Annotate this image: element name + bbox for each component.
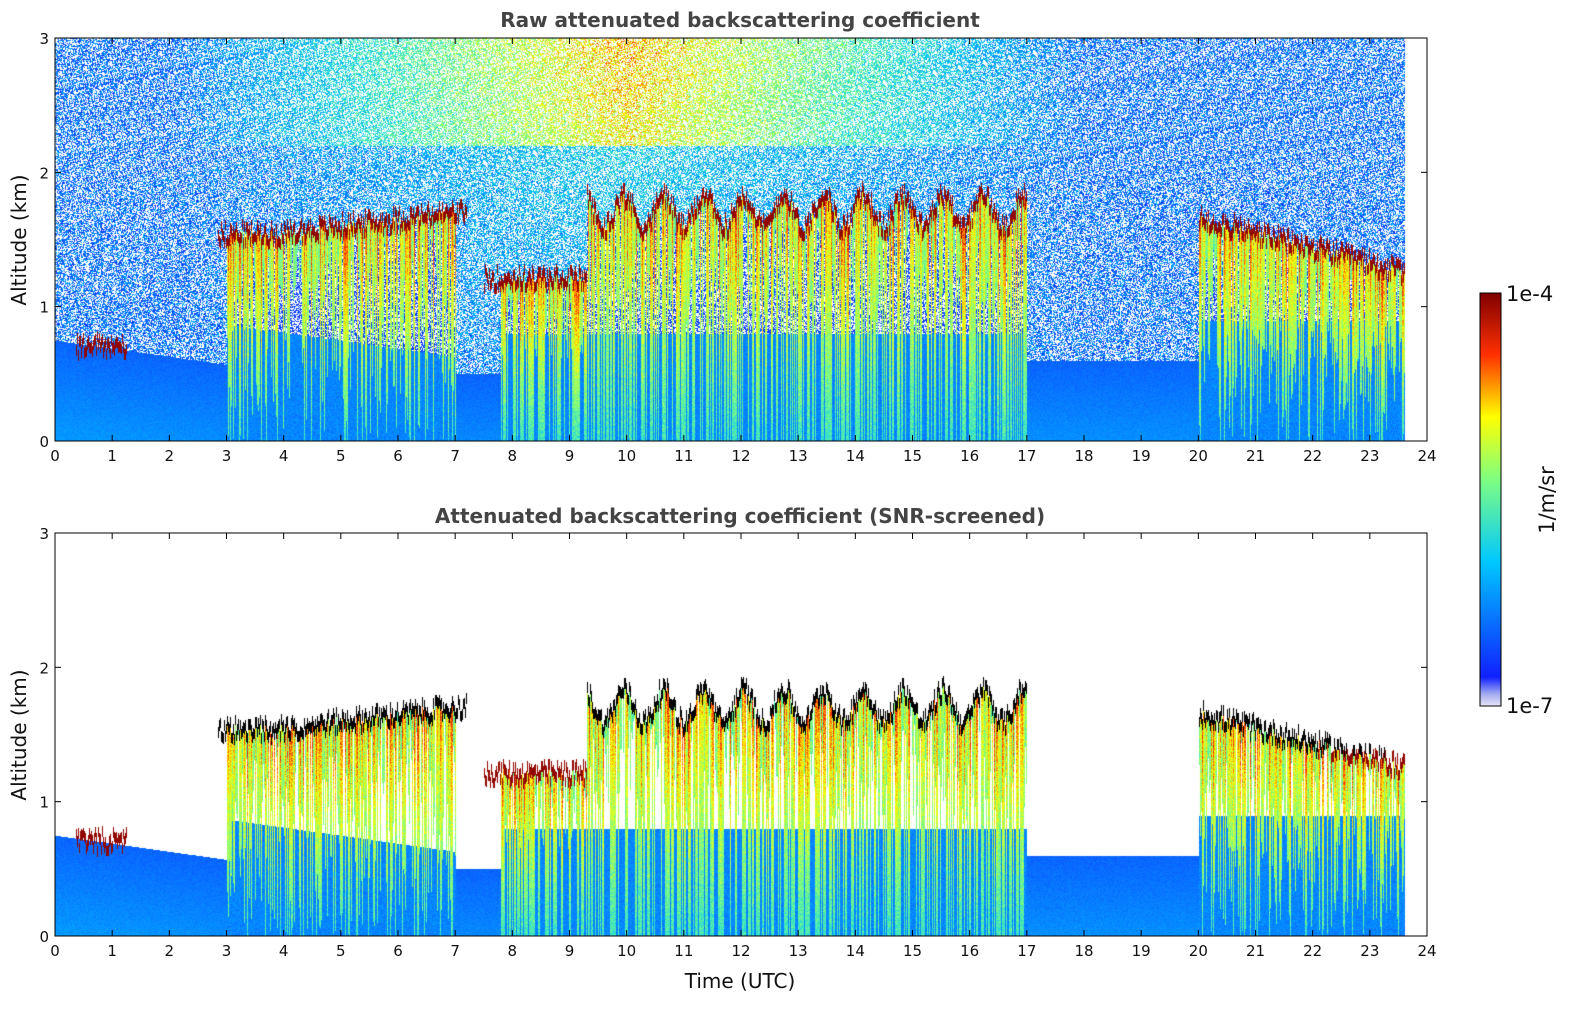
x-tick-label: 4 xyxy=(279,942,289,960)
x-tick-label: 11 xyxy=(674,942,693,960)
x-tick-label: 2 xyxy=(165,447,175,465)
x-tick-label: 6 xyxy=(393,447,403,465)
x-tick-label: 13 xyxy=(789,447,808,465)
colorbar-max-label: 1e-4 xyxy=(1506,282,1553,306)
y-tick-label: 2 xyxy=(39,659,49,677)
y-axis-label-screened: Altitude (km) xyxy=(7,669,31,800)
plot-area-screened xyxy=(55,533,1427,936)
y-tick-label: 2 xyxy=(39,164,49,182)
x-tick-label: 2 xyxy=(165,942,175,960)
x-tick-label: 24 xyxy=(1417,447,1436,465)
x-tick-label: 12 xyxy=(731,447,750,465)
x-tick-label: 8 xyxy=(508,942,518,960)
x-tick-label: 0 xyxy=(50,447,60,465)
x-tick-label: 21 xyxy=(1246,942,1265,960)
y-tick-label: 0 xyxy=(39,928,49,946)
y-tick-label: 0 xyxy=(39,433,49,451)
axes-raw: 0 1 2 3 4 5 6 7 8 9 10 11 12 13 14 15 16 17 18 19 20 21 22 23 24… xyxy=(39,30,1436,465)
x-axis-label: Time (UTC) xyxy=(684,969,796,993)
x-tick-label: 0 xyxy=(50,942,60,960)
plot-area-raw xyxy=(55,38,1427,441)
x-tick-label: 5 xyxy=(336,942,346,960)
x-tick-label: 15 xyxy=(903,447,922,465)
y-axis-label-raw: Altitude (km) xyxy=(7,174,31,305)
x-tick-label: 3 xyxy=(222,942,232,960)
x-tick-label: 7 xyxy=(450,942,460,960)
x-tick-label: 10 xyxy=(617,942,636,960)
x-tick-label: 9 xyxy=(565,447,575,465)
x-tick-label: 22 xyxy=(1303,447,1322,465)
x-tick-label: 1 xyxy=(107,942,117,960)
colorbar: 1e-4 1e-7 1/m/sr xyxy=(1479,282,1559,718)
axes-screened: 0 1 2 3 4 5 6 7 8 9 10 11 12 13 14 15 16 17 18 19 20 21 22 23 24… xyxy=(39,525,1436,960)
colorbar-min-label: 1e-7 xyxy=(1506,694,1553,718)
x-tick-label: 23 xyxy=(1360,447,1379,465)
x-tick-label: 24 xyxy=(1417,942,1436,960)
y-tick-label: 1 xyxy=(39,299,49,317)
y-tick-label: 1 xyxy=(39,794,49,812)
x-tick-label: 17 xyxy=(1017,942,1036,960)
x-tick-label: 22 xyxy=(1303,942,1322,960)
x-tick-label: 16 xyxy=(960,942,979,960)
x-tick-label: 21 xyxy=(1246,447,1265,465)
x-tick-label: 19 xyxy=(1132,447,1151,465)
x-tick-label: 23 xyxy=(1360,942,1379,960)
x-tick-label: 19 xyxy=(1132,942,1151,960)
x-tick-label: 7 xyxy=(450,447,460,465)
chart-title-raw: Raw attenuated backscattering coefficien… xyxy=(500,8,980,32)
chart-title-screened: Attenuated backscattering coefficient (S… xyxy=(435,504,1045,528)
x-tick-label: 20 xyxy=(1189,447,1208,465)
x-tick-label: 6 xyxy=(393,942,403,960)
x-tick-label: 20 xyxy=(1189,942,1208,960)
y-tick-label: 3 xyxy=(39,525,49,543)
x-tick-label: 3 xyxy=(222,447,232,465)
x-tick-label: 4 xyxy=(279,447,289,465)
y-tick-label: 3 xyxy=(39,30,49,48)
x-tick-label: 10 xyxy=(617,447,636,465)
colorbar-units-label: 1/m/sr xyxy=(1535,466,1559,534)
x-tick-label: 15 xyxy=(903,942,922,960)
x-tick-label: 12 xyxy=(731,942,750,960)
x-tick-label: 11 xyxy=(674,447,693,465)
x-tick-label: 17 xyxy=(1017,447,1036,465)
x-tick-label: 13 xyxy=(789,942,808,960)
x-tick-label: 18 xyxy=(1074,942,1093,960)
x-tick-label: 9 xyxy=(565,942,575,960)
colorbar-gradient xyxy=(1479,292,1502,707)
x-tick-label: 5 xyxy=(336,447,346,465)
x-tick-label: 8 xyxy=(508,447,518,465)
panel-raw: Raw attenuated backscattering coefficien… xyxy=(7,8,1437,465)
x-tick-label: 16 xyxy=(960,447,979,465)
x-tick-label: 1 xyxy=(107,447,117,465)
x-tick-label: 18 xyxy=(1074,447,1093,465)
panel-screened: Attenuated backscattering coefficient (S… xyxy=(7,504,1437,993)
x-tick-label: 14 xyxy=(846,447,865,465)
x-tick-label: 14 xyxy=(846,942,865,960)
